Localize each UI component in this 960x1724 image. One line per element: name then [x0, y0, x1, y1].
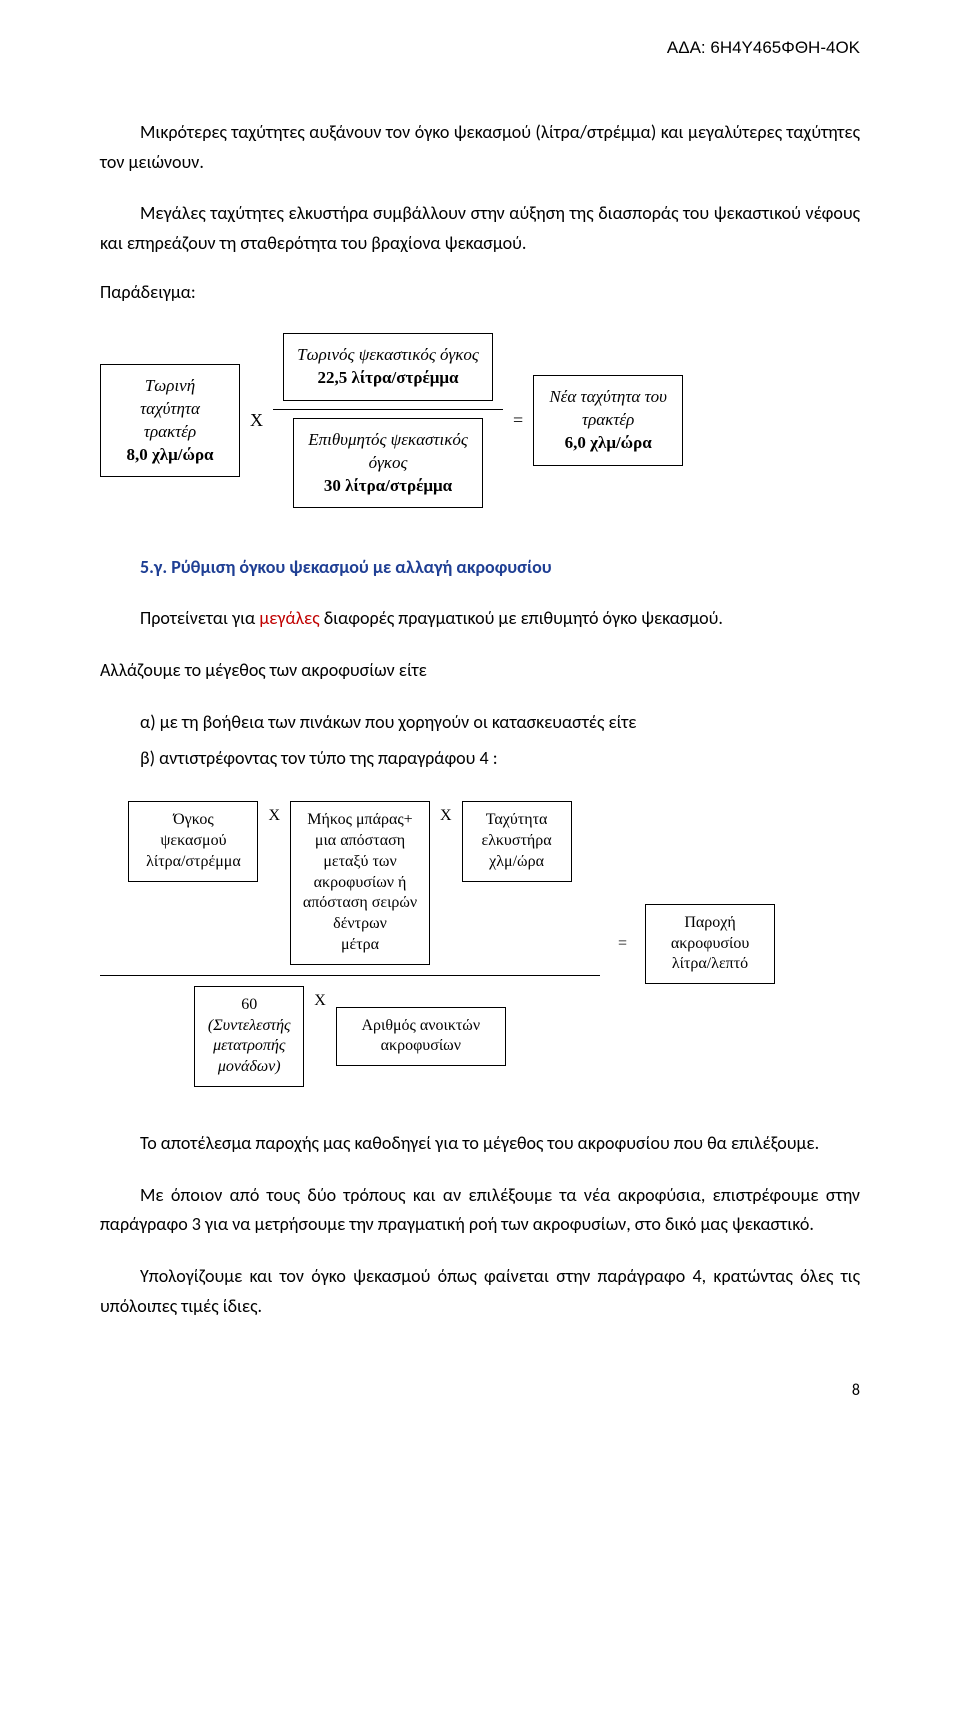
- eq2-result-l1: Παροχή: [684, 914, 735, 931]
- eq1-right-l3: 6,0 χλμ/ώρα: [565, 433, 652, 452]
- eq2-result-box: Παροχή ακροφυσίου λίτρα/λεπτό: [645, 904, 775, 984]
- eq2-den-b1: 60 (Συντελεστής μετατροπής μονάδων): [194, 986, 304, 1087]
- paragraph-6: Με όποιον από τους δύο τρόπους και αν επ…: [100, 1181, 860, 1240]
- eq2-num-b3-l1: Ταχύτητα: [486, 811, 548, 828]
- eq1-left-l1: Τωρινή ταχύτητα: [140, 376, 200, 418]
- paragraph-1: Μικρότερες ταχύτητες αυξάνουν τον όγκο ψ…: [100, 118, 860, 177]
- list-item-a: α) με τη βοήθεια των πινάκων που χορηγού…: [140, 708, 860, 738]
- eq2-num-op2: Χ: [430, 807, 462, 825]
- equation-2: Όγκος ψεκασμού λίτρα/στρέμμα Χ Μήκος μπά…: [100, 801, 860, 1087]
- paragraph-3: Προτείνεται για μεγάλες διαφορές πραγματ…: [100, 604, 860, 634]
- list-item-b: β) αντιστρέφοντας τον τύπο της παραγράφο…: [140, 744, 860, 774]
- eq2-num-b1-l3: λίτρα/στρέμμα: [146, 853, 241, 870]
- eq1-fraction: Τωρινός ψεκαστικός όγκος 22,5 λίτρα/στρέ…: [273, 331, 503, 511]
- eq2-num-b3-l2: ελκυστήρα: [482, 832, 552, 849]
- eq2-den-b1-l2: (Συντελεστής: [208, 1017, 291, 1034]
- paragraph-7: Υπολογίζουμε και τον όγκο ψεκασμού όπως …: [100, 1262, 860, 1321]
- eq2-num-b2-l6: δέντρων: [333, 915, 387, 932]
- paragraph-2: Μεγάλες ταχύτητες ελκυστήρα συμβάλλουν σ…: [100, 199, 860, 258]
- eq2-op-eq: =: [600, 935, 645, 953]
- example-label: Παράδειγμα:: [100, 281, 860, 303]
- eq2-result-l2: ακροφυσίου: [671, 935, 749, 952]
- eq1-den-l2: όγκος: [369, 453, 408, 472]
- eq2-num-op1: Χ: [258, 807, 290, 825]
- doc-header-code: ΑΔΑ: 6Η4Υ465ΦΘΗ-4ΟΚ: [100, 38, 860, 58]
- eq2-num-b1-l1: Όγκος: [173, 811, 214, 828]
- eq1-den-box: Επιθυμητός ψεκαστικός όγκος 30 λίτρα/στρ…: [293, 418, 483, 509]
- eq2-num-b2-l7: μέτρα: [341, 936, 379, 953]
- eq2-den-b1-l3: μετατροπής: [213, 1037, 285, 1054]
- eq1-right-l2: τρακτέρ: [582, 410, 634, 429]
- eq1-num-box: Τωρινός ψεκαστικός όγκος 22,5 λίτρα/στρέ…: [283, 333, 493, 401]
- paragraph-5: Το αποτέλεσμα παροχής μας καθοδηγεί για …: [100, 1129, 860, 1159]
- eq1-op-eq: =: [503, 410, 533, 431]
- eq1-right-l1: Νέα ταχύτητα του: [549, 387, 667, 406]
- eq2-den-b2-l2: ακροφυσίων: [381, 1037, 461, 1054]
- para3-a: Προτείνεται για: [140, 607, 259, 629]
- eq2-num-b2-l4: ακροφυσίων ή: [314, 874, 407, 891]
- eq2-num-b2-l2: μια απόσταση: [315, 832, 405, 849]
- eq2-num-b2-l1: Μήκος μπάρας+: [307, 811, 412, 828]
- section-5g-title: 5.γ. Ρύθμιση όγκου ψεκασμού με αλλαγή ακ…: [140, 556, 860, 578]
- equation-1: Τωρινή ταχύτητα τρακτέρ 8,0 χλμ/ώρα Χ Τω…: [100, 331, 860, 511]
- eq2-num-b1: Όγκος ψεκασμού λίτρα/στρέμμα: [128, 801, 258, 881]
- eq2-result-l3: λίτρα/λεπτό: [672, 955, 748, 972]
- eq2-den-b1-l4: μονάδων): [218, 1058, 281, 1075]
- eq1-right-box: Νέα ταχύτητα του τρακτέρ 6,0 χλμ/ώρα: [533, 375, 683, 466]
- eq1-left-l2: τρακτέρ: [144, 422, 196, 441]
- eq2-den-b2: Αριθμός ανοικτών ακροφυσίων: [336, 1007, 506, 1067]
- eq2-num-b3: Ταχύτητα ελκυστήρα χλμ/ώρα: [462, 801, 572, 881]
- eq1-op-mult: Χ: [240, 410, 273, 431]
- eq2-num-b2-l5: απόσταση σειρών: [303, 894, 417, 911]
- eq2-den-b2-l1: Αριθμός ανοικτών: [361, 1017, 480, 1034]
- eq1-left-l3: 8,0 χλμ/ώρα: [126, 445, 213, 464]
- eq2-num-b1-l2: ψεκασμού: [160, 832, 226, 849]
- eq2-den-op1: Χ: [304, 992, 336, 1010]
- eq1-left-box: Τωρινή ταχύτητα τρακτέρ 8,0 χλμ/ώρα: [100, 364, 240, 478]
- eq1-num-l1: Τωρινός ψεκαστικός όγκος: [297, 345, 479, 364]
- eq1-den-l3: 30 λίτρα/στρέμμα: [324, 476, 452, 495]
- para3-highlight: μεγάλες: [259, 607, 319, 629]
- eq1-num-l2: 22,5 λίτρα/στρέμμα: [318, 368, 459, 387]
- paragraph-4: Αλλάζουμε το μέγεθος των ακροφυσίων είτε: [100, 656, 860, 686]
- eq2-num-b2-l3: μεταξύ των: [323, 853, 396, 870]
- eq2-num-b2: Μήκος μπάρας+ μια απόσταση μεταξύ των ακ…: [290, 801, 430, 965]
- eq2-num-b3-l3: χλμ/ώρα: [489, 853, 544, 870]
- eq2-numerator: Όγκος ψεκασμού λίτρα/στρέμμα Χ Μήκος μπά…: [128, 801, 571, 965]
- page-number: 8: [100, 1381, 860, 1400]
- eq2-den-b1-l1: 60: [241, 996, 257, 1013]
- eq2-denominator: 60 (Συντελεστής μετατροπής μονάδων) Χ Αρ…: [194, 986, 506, 1087]
- para3-b: διαφορές πραγματικού με επιθυμητό όγκο ψ…: [320, 607, 723, 629]
- eq1-den-l1: Επιθυμητός ψεκαστικός: [308, 430, 468, 449]
